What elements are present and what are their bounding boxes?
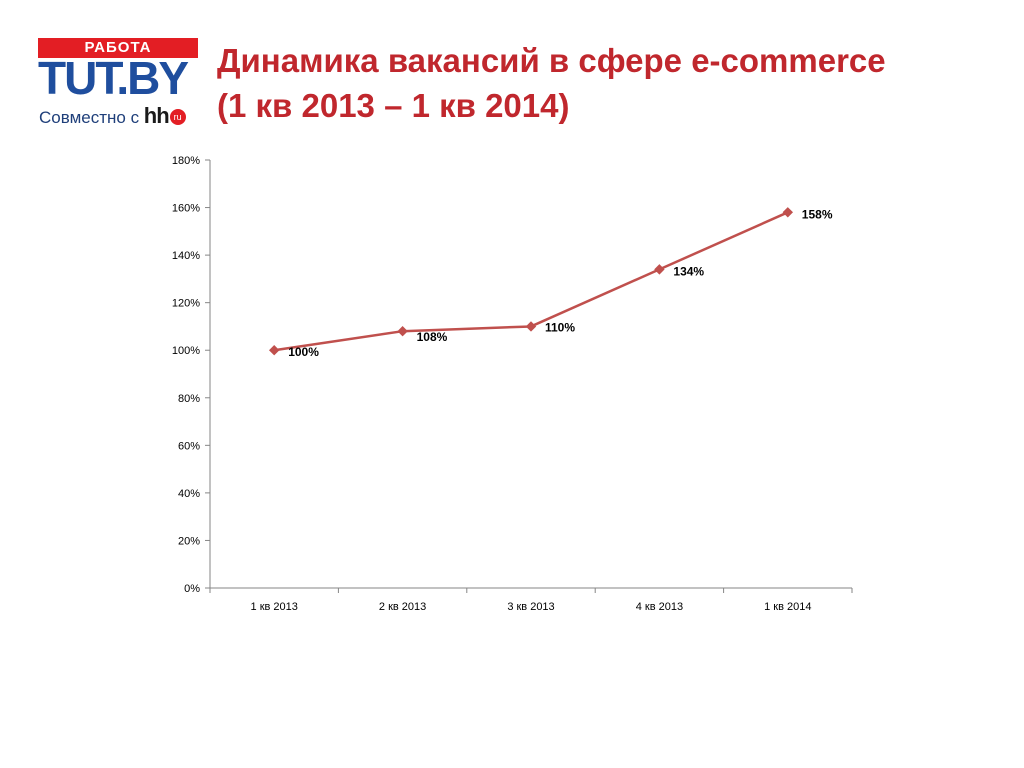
logo: РАБОТА TUT.BY Совместно с hh ru	[38, 38, 200, 130]
y-tick-label: 100%	[172, 345, 200, 357]
data-point	[782, 207, 794, 218]
page-title: Динамика вакансий в сфере e-commerce (1 …	[217, 38, 1007, 128]
x-tick-label: 1 кв 2013	[251, 601, 298, 613]
x-tick-label: 4 кв 2013	[636, 601, 683, 613]
page-title-line-1: Динамика вакансий в сфере e-commerce	[217, 42, 886, 79]
data-point	[397, 325, 408, 337]
data-label: 108%	[417, 330, 448, 344]
data-label: 158%	[802, 207, 833, 221]
data-point	[525, 321, 537, 332]
y-tick-label: 80%	[178, 393, 200, 405]
y-tick-label: 180%	[172, 155, 200, 167]
y-tick-label: 120%	[172, 298, 200, 310]
data-point	[268, 345, 280, 356]
y-tick-label: 40%	[178, 488, 200, 500]
page-title-line-2: (1 кв 2013 – 1 кв 2014)	[217, 87, 570, 124]
x-tick-label: 3 кв 2013	[507, 601, 554, 613]
y-tick-label: 20%	[178, 535, 200, 547]
logo-partner-line: Совместно с hh ru	[39, 104, 186, 128]
data-label: 110%	[545, 320, 575, 334]
x-tick-label: 1 кв 2014	[764, 601, 811, 613]
logo-partner-prefix: Совместно с	[39, 108, 144, 127]
data-label: 100%	[288, 345, 319, 359]
y-tick-label: 140%	[172, 250, 200, 262]
y-tick-label: 0%	[184, 583, 200, 595]
data-label: 134%	[673, 264, 704, 278]
logo-banner: РАБОТА	[38, 38, 198, 58]
y-tick-label: 60%	[178, 440, 200, 452]
logo-hh: hh	[143, 103, 170, 128]
y-tick-label: 160%	[172, 203, 200, 215]
data-point	[654, 264, 665, 275]
logo-main-text: TUT.BY	[38, 52, 189, 104]
logo-ru-badge: ru	[169, 109, 186, 125]
x-tick-label: 2 кв 2013	[379, 601, 426, 613]
